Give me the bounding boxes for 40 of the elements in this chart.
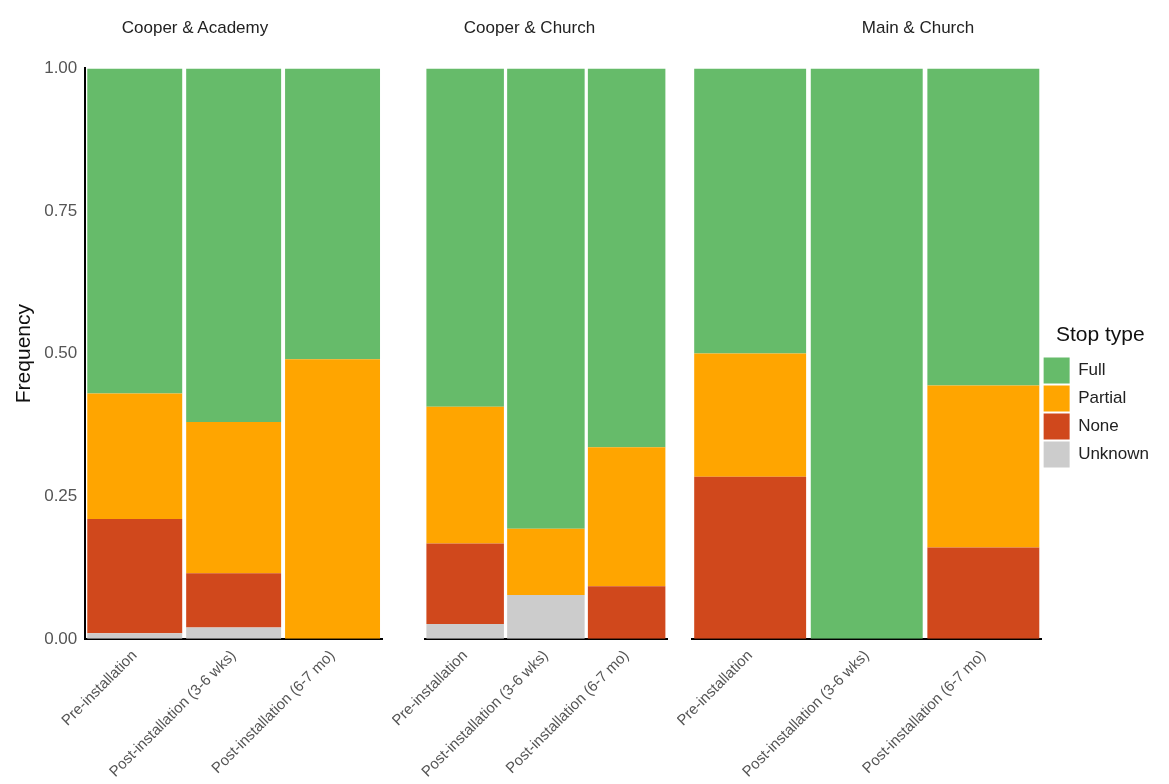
y-tick-label: 0.50 (44, 343, 78, 363)
bar (694, 353, 807, 477)
bar (587, 586, 666, 639)
bar (810, 68, 923, 639)
bar (186, 68, 282, 423)
bar (87, 519, 183, 634)
bar (927, 547, 1040, 639)
bar (507, 528, 585, 595)
y-tick-label: 1.00 (44, 58, 78, 78)
legend-label: Full (1078, 360, 1106, 380)
legend-label: Partial (1078, 388, 1127, 408)
bar (285, 359, 381, 639)
bar (87, 68, 183, 394)
bar (186, 573, 282, 628)
bar (87, 393, 183, 520)
bar (186, 422, 282, 574)
y-tick-label: 0.00 (44, 628, 78, 648)
bar (587, 68, 666, 448)
bar (927, 68, 1040, 386)
bar (426, 406, 504, 544)
bar (587, 447, 666, 587)
y-tick-label: 0.75 (44, 200, 78, 220)
bar (927, 385, 1040, 548)
y-tick-label: 0.25 (44, 485, 78, 505)
bar (426, 624, 504, 639)
chart-title: Main & Church (861, 17, 975, 37)
legend-label: Unknown (1078, 444, 1149, 464)
bar (285, 68, 381, 360)
legend-label: None (1078, 416, 1119, 436)
bar (694, 68, 807, 354)
bar (186, 627, 282, 639)
bar (507, 594, 585, 639)
chart-title: Cooper & Church (463, 17, 596, 37)
bar (507, 68, 585, 529)
bar (694, 476, 807, 639)
bar (426, 68, 504, 407)
chart-title: Cooper & Academy (121, 17, 269, 37)
y-axis-title: Frequency (11, 303, 35, 404)
legend-title: Stop type (1055, 321, 1145, 345)
bar (426, 543, 504, 625)
